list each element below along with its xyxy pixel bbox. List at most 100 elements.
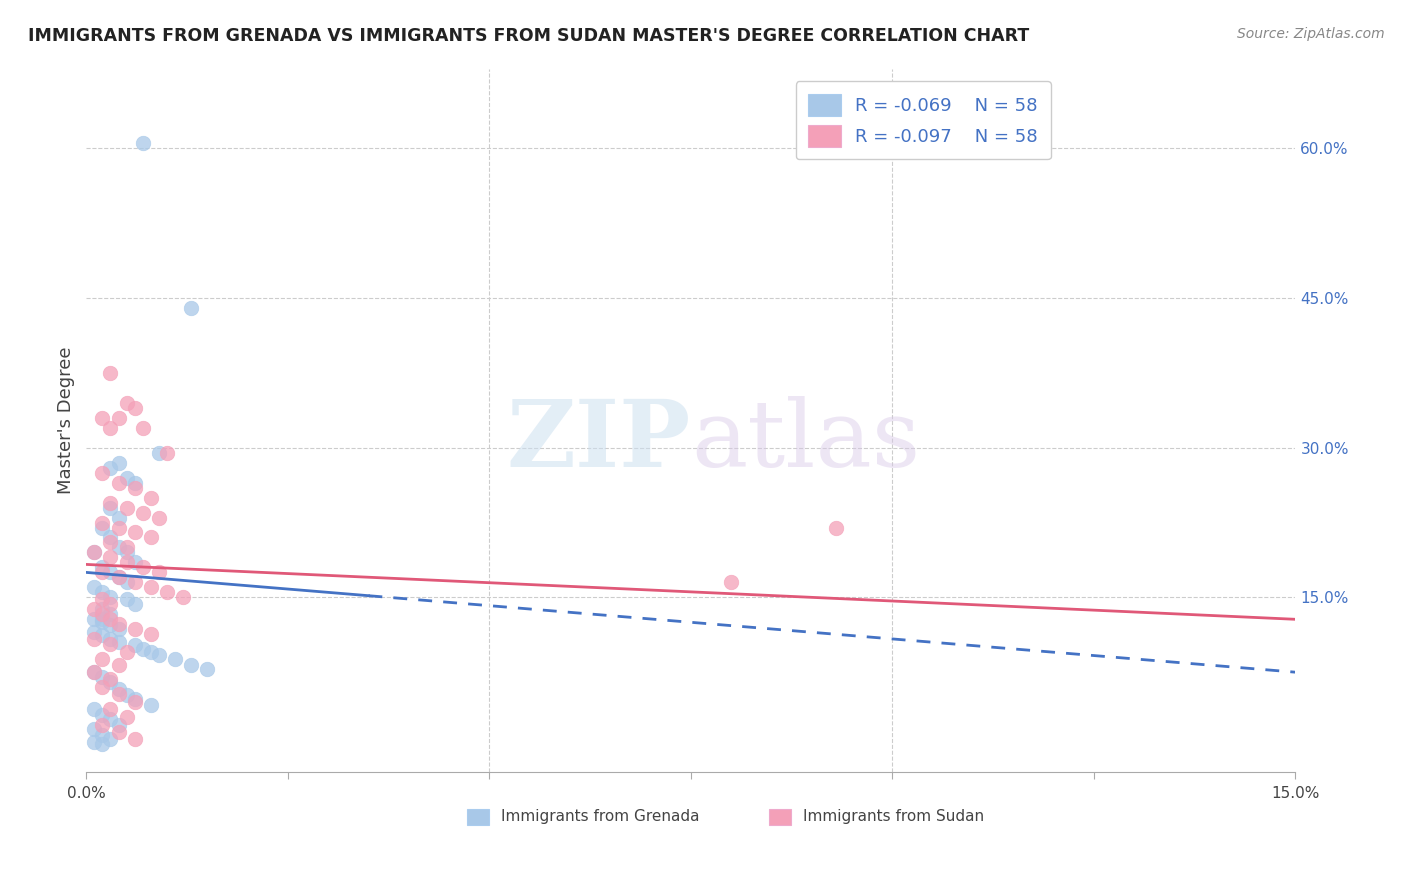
Point bbox=[115, 575, 138, 590]
Point bbox=[100, 712, 122, 726]
Point bbox=[163, 652, 186, 666]
Point bbox=[83, 735, 105, 749]
Point bbox=[91, 566, 114, 580]
Point bbox=[100, 702, 122, 716]
Point bbox=[132, 421, 155, 435]
Point bbox=[91, 585, 114, 599]
Point bbox=[100, 618, 122, 632]
Point bbox=[124, 401, 146, 415]
Point bbox=[132, 642, 155, 657]
Point bbox=[156, 585, 179, 599]
Point bbox=[91, 560, 114, 574]
Point bbox=[107, 725, 129, 739]
Text: Source: ZipAtlas.com: Source: ZipAtlas.com bbox=[1237, 27, 1385, 41]
Point bbox=[83, 545, 105, 559]
Point bbox=[91, 520, 114, 534]
Y-axis label: Master's Degree: Master's Degree bbox=[58, 346, 75, 494]
Point bbox=[100, 607, 122, 622]
Point bbox=[124, 475, 146, 490]
Point bbox=[100, 632, 122, 647]
Point bbox=[107, 541, 129, 555]
Point bbox=[100, 591, 122, 605]
Point bbox=[83, 612, 105, 626]
Point bbox=[100, 366, 122, 380]
Point bbox=[124, 695, 146, 709]
Point bbox=[139, 698, 162, 712]
Point bbox=[115, 592, 138, 607]
Point bbox=[132, 136, 155, 151]
Point bbox=[83, 625, 105, 640]
Text: Immigrants from Sudan: Immigrants from Sudan bbox=[803, 809, 984, 824]
Point bbox=[139, 580, 162, 594]
Point bbox=[124, 525, 146, 540]
Point bbox=[107, 570, 129, 584]
Point bbox=[91, 410, 114, 425]
Point bbox=[100, 500, 122, 515]
Point bbox=[148, 510, 170, 524]
Text: ZIP: ZIP bbox=[506, 396, 690, 486]
Point bbox=[91, 466, 114, 480]
Text: Immigrants from Grenada: Immigrants from Grenada bbox=[501, 809, 700, 824]
Point bbox=[100, 566, 122, 580]
Point bbox=[107, 520, 129, 534]
Point bbox=[720, 575, 742, 590]
Legend: R = -0.069    N = 58, R = -0.097    N = 58: R = -0.069 N = 58, R = -0.097 N = 58 bbox=[796, 81, 1050, 160]
Text: atlas: atlas bbox=[690, 396, 920, 486]
Point bbox=[195, 662, 218, 676]
Point bbox=[180, 658, 202, 673]
Point bbox=[100, 495, 122, 509]
Point bbox=[132, 560, 155, 574]
Point bbox=[100, 550, 122, 565]
Point bbox=[115, 556, 138, 570]
Bar bbox=[769, 809, 792, 825]
Point bbox=[100, 598, 122, 612]
Point bbox=[83, 545, 105, 559]
Point bbox=[100, 531, 122, 545]
Point bbox=[100, 460, 122, 475]
Point bbox=[180, 301, 202, 315]
Point bbox=[91, 516, 114, 530]
Point bbox=[100, 421, 122, 435]
Point bbox=[124, 638, 146, 652]
Point bbox=[124, 556, 146, 570]
Point bbox=[139, 491, 162, 505]
Point bbox=[83, 702, 105, 716]
Point bbox=[107, 682, 129, 697]
Point bbox=[91, 602, 114, 616]
Point bbox=[100, 675, 122, 690]
Point bbox=[148, 566, 170, 580]
Point bbox=[115, 541, 138, 555]
Point bbox=[91, 592, 114, 607]
Bar bbox=[467, 809, 489, 825]
Point bbox=[83, 602, 105, 616]
Point bbox=[107, 570, 129, 584]
Point bbox=[83, 632, 105, 647]
Point bbox=[107, 635, 129, 649]
Point bbox=[825, 520, 848, 534]
Point bbox=[83, 665, 105, 680]
Point bbox=[100, 535, 122, 549]
Point bbox=[91, 718, 114, 732]
Point bbox=[91, 680, 114, 694]
Point bbox=[91, 670, 114, 684]
Point bbox=[124, 481, 146, 495]
Point bbox=[100, 612, 122, 626]
Point bbox=[83, 665, 105, 680]
Point bbox=[115, 688, 138, 702]
Point bbox=[139, 531, 162, 545]
Point bbox=[156, 445, 179, 459]
Point bbox=[124, 575, 146, 590]
Point bbox=[115, 710, 138, 724]
Point bbox=[91, 652, 114, 666]
Point bbox=[115, 645, 138, 659]
Point bbox=[124, 598, 146, 612]
Point bbox=[132, 506, 155, 520]
Point bbox=[115, 500, 138, 515]
Point bbox=[91, 615, 114, 630]
Point bbox=[107, 510, 129, 524]
Point bbox=[91, 737, 114, 751]
Point bbox=[100, 637, 122, 651]
Point bbox=[115, 470, 138, 484]
Point bbox=[172, 591, 194, 605]
Point bbox=[83, 580, 105, 594]
